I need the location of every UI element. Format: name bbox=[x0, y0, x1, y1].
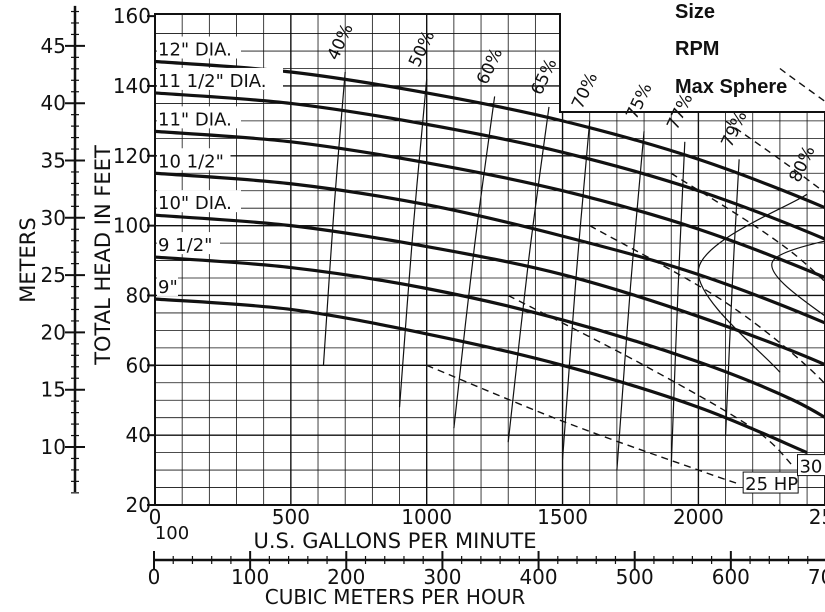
hp-label-bg bbox=[742, 471, 799, 494]
y-tick-label: 20 bbox=[126, 493, 151, 517]
meters-tick-label: 25 bbox=[41, 263, 66, 287]
m3h-tick-label: 300 bbox=[423, 565, 461, 589]
m3h-tick-label: 400 bbox=[519, 565, 557, 589]
m3h-tick-label: 200 bbox=[327, 565, 365, 589]
x-tick-label: 1500 bbox=[537, 505, 588, 529]
impeller-label: 9" bbox=[158, 277, 178, 298]
impeller-label-bg bbox=[157, 67, 283, 90]
m3h-tick-label: 600 bbox=[712, 565, 750, 589]
efficiency-line bbox=[697, 193, 808, 373]
meters-tick-label: 45 bbox=[41, 34, 66, 58]
y-tick-label: 140 bbox=[113, 74, 151, 98]
m3h-tick-label: 100 bbox=[231, 565, 269, 589]
y-tick-label: 60 bbox=[126, 353, 151, 377]
y-tick-label: 120 bbox=[113, 144, 151, 168]
efficiency-line bbox=[453, 96, 496, 429]
efficiency-line bbox=[724, 159, 740, 436]
efficiency-line bbox=[771, 240, 825, 317]
efficiency-line bbox=[398, 78, 428, 408]
impeller-label-bg bbox=[157, 148, 231, 171]
impeller-curve bbox=[154, 255, 825, 420]
meters-tick-label: 20 bbox=[41, 320, 66, 344]
x-tick-label: 500 bbox=[272, 505, 310, 529]
meters-tick-label: 35 bbox=[41, 149, 66, 173]
hp-label: 25 HP bbox=[745, 474, 798, 495]
efficiency-label: 70% bbox=[568, 69, 602, 112]
m3h-tick-label: 700 bbox=[808, 565, 825, 589]
x-axis-title: U.S. GALLONS PER MINUTE bbox=[254, 529, 537, 553]
impeller-label: 11" DIA. bbox=[158, 109, 232, 130]
efficiency-line bbox=[507, 106, 550, 443]
impeller-label: 10" DIA. bbox=[158, 193, 232, 214]
impeller-curve bbox=[154, 171, 825, 325]
impeller-curve bbox=[154, 213, 825, 367]
y-axis-title: TOTAL HEAD IN FEET bbox=[91, 145, 115, 366]
impeller-curve bbox=[154, 91, 825, 241]
m3h-tick-label: 0 bbox=[148, 565, 161, 589]
m3h-tick-label: 500 bbox=[616, 565, 654, 589]
impeller-label-bg bbox=[157, 190, 241, 213]
impeller-label: 9 1/2" bbox=[158, 235, 212, 256]
impeller-curve bbox=[154, 59, 825, 210]
y-tick-label: 80 bbox=[126, 283, 151, 307]
impeller-label: 10 1/2" bbox=[158, 151, 224, 172]
y-tick-label: 40 bbox=[126, 423, 151, 447]
meters-tick-label: 40 bbox=[41, 91, 66, 115]
y2-axis-title: METERS bbox=[16, 217, 40, 302]
efficiency-label: 75% bbox=[622, 80, 656, 123]
meters-tick-label: 10 bbox=[41, 435, 66, 459]
hp-curve bbox=[779, 67, 825, 103]
horsepower-curves bbox=[426, 67, 825, 485]
impeller-curve bbox=[154, 297, 808, 455]
impeller-label-bg bbox=[157, 273, 178, 296]
meters-tick-label: 30 bbox=[41, 206, 66, 230]
impeller-curve bbox=[154, 129, 825, 280]
efficiency-line bbox=[561, 120, 591, 460]
x2-axis-title: CUBIC METERS PER HOUR bbox=[265, 585, 526, 609]
x-tick-label: 0 bbox=[149, 505, 162, 529]
efficiency-label: 79% bbox=[718, 108, 752, 151]
impeller-label-bg bbox=[157, 232, 220, 255]
y-tick-label: 100 bbox=[113, 214, 151, 238]
efficiency-line bbox=[616, 131, 645, 471]
x-tick-label: 2500 bbox=[809, 505, 825, 529]
hp-curve bbox=[670, 172, 825, 283]
header-label-max-sphere: Max Sphere bbox=[675, 76, 787, 98]
header-label-size: Size bbox=[675, 1, 715, 23]
efficiency-line bbox=[322, 71, 346, 366]
impeller-curves bbox=[154, 59, 825, 455]
impeller-label-bg bbox=[157, 106, 241, 129]
efficiency-lines bbox=[322, 71, 825, 471]
x-tick-label-extra: 100 bbox=[155, 523, 189, 544]
impeller-label: 11 1/2" DIA. bbox=[158, 71, 266, 92]
efficiency-label: 65% bbox=[527, 56, 561, 99]
axes bbox=[65, 5, 825, 569]
hp-label: 30 HP bbox=[799, 457, 825, 478]
x-tick-label: 2000 bbox=[673, 505, 724, 529]
meters-tick-label: 15 bbox=[41, 378, 66, 402]
hp-curve bbox=[426, 364, 740, 485]
y-tick-label: 160 bbox=[113, 4, 151, 28]
hp-curve bbox=[507, 294, 794, 468]
impeller-label-bg bbox=[157, 36, 241, 59]
hp-curve bbox=[589, 225, 825, 386]
efficiency-label: 80% bbox=[785, 143, 819, 186]
impeller-label: 12" DIA. bbox=[158, 40, 232, 61]
header-label-rpm: RPM bbox=[675, 38, 719, 60]
x-tick-label: 1000 bbox=[401, 505, 452, 529]
efficiency-label: 40% bbox=[324, 21, 358, 64]
efficiency-line bbox=[670, 141, 686, 467]
